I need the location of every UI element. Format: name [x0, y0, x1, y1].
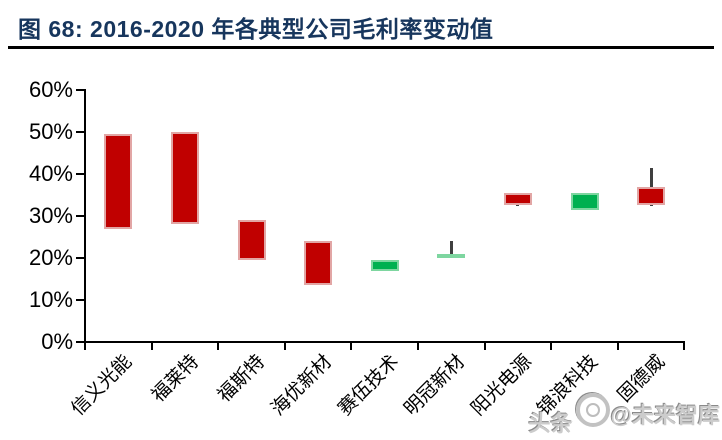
category-label: 信义光能: [67, 351, 137, 420]
category-label: 阳光电源: [467, 351, 537, 420]
candle-bar: [237, 220, 266, 261]
candle-bar: [170, 132, 199, 225]
x-axis-tick: [616, 342, 619, 350]
x-axis-tick: [417, 342, 419, 350]
watermark-text-toutiao: 头条: [528, 411, 573, 436]
y-tick-label: 0%: [41, 329, 73, 354]
x-axis-tick: [283, 342, 286, 350]
figure-title: 图 68: 2016-2020 年各典型公司毛利率变动值: [18, 16, 494, 42]
y-axis: [84, 89, 86, 343]
y-tick-label: 50%: [28, 119, 73, 144]
y-axis-tick: [76, 131, 85, 133]
x-axis-tick: [350, 342, 353, 350]
title-underline: [8, 46, 714, 49]
category-label: 赛伍技术: [334, 351, 403, 420]
y-axis-tick: [76, 257, 85, 259]
y-tick-label: 30%: [28, 203, 73, 228]
x-axis-tick: [483, 342, 486, 350]
watermark-text-handle: @未来智库: [610, 403, 720, 428]
candle-bar: [370, 260, 399, 271]
y-axis-tick: [76, 173, 85, 175]
y-tick-label: 60%: [28, 77, 73, 102]
x-axis-tick: [84, 342, 86, 350]
y-tick-label: 20%: [28, 245, 73, 270]
category-label: 明冠新材: [400, 351, 470, 420]
category-label: 福莱特: [147, 351, 204, 407]
y-axis-tick: [76, 299, 85, 301]
x-axis-tick: [550, 342, 553, 350]
y-axis-tick: [76, 215, 85, 217]
watermark: 头条 @未来智库: [529, 390, 720, 438]
y-axis-tick: [76, 89, 85, 91]
candle-bar: [104, 134, 133, 229]
x-axis-tick: [217, 342, 220, 350]
candle-bar: [637, 186, 666, 206]
x-axis-tick: [683, 342, 686, 350]
candle-bar: [570, 192, 599, 210]
toutiao-logo-icon: [575, 393, 610, 427]
x-axis-tick: [150, 342, 153, 350]
candle-bar: [437, 253, 466, 258]
category-label: 海优新材: [267, 351, 337, 420]
candle-bar: [503, 192, 532, 206]
candle-wick-high: [449, 241, 453, 257]
y-tick-label: 40%: [28, 161, 73, 186]
candle-bar: [304, 241, 333, 286]
y-axis-tick: [76, 341, 85, 343]
x-axis: [84, 341, 686, 343]
candle-wick-high: [649, 167, 653, 190]
y-tick-label: 10%: [28, 287, 73, 312]
category-label: 福斯特: [214, 351, 270, 407]
